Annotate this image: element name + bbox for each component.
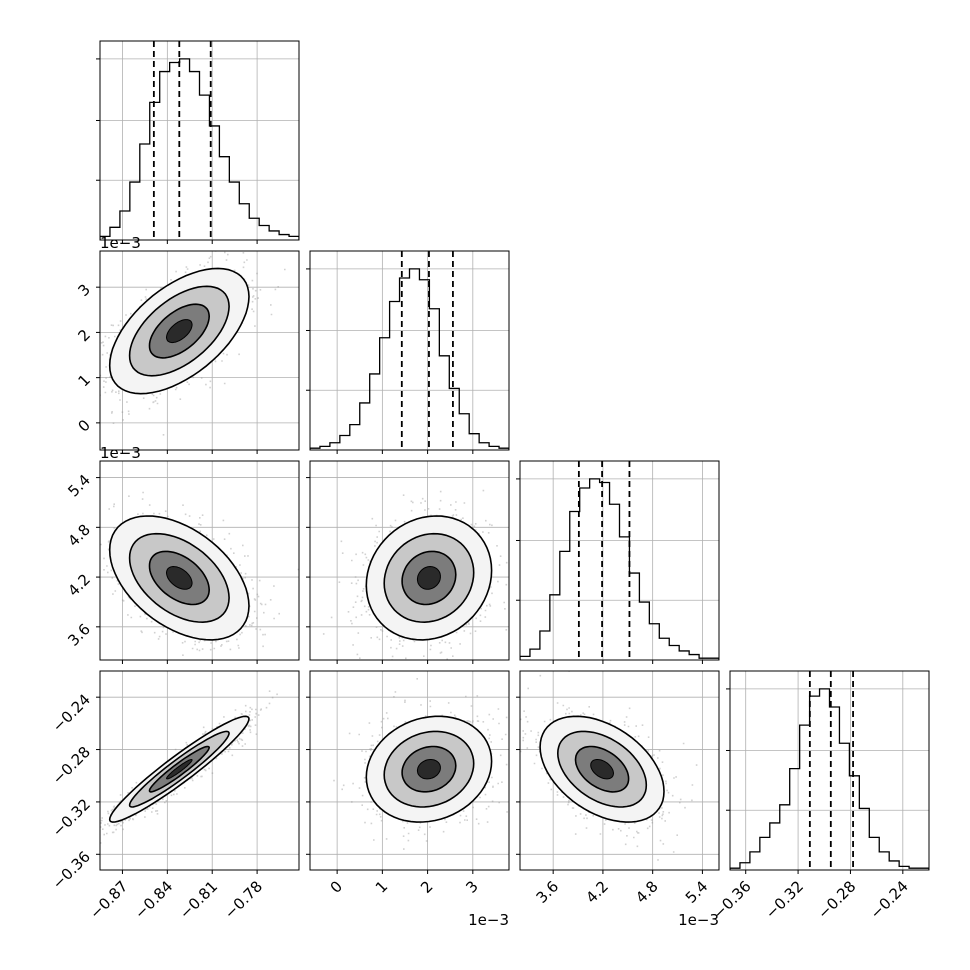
scatter-panel-3-0: −0.36 −0.32 −0.28 −0.24 −0.87 −0.84 −0.81 −0.78 bbox=[49, 670, 300, 923]
x-tick-label: −0.32 bbox=[762, 877, 807, 922]
scatter-points bbox=[100, 491, 299, 656]
x-tick-label: −0.36 bbox=[709, 877, 754, 922]
scatter-panel-2-1 bbox=[306, 460, 510, 664]
x-tick-label: −0.28 bbox=[814, 877, 859, 922]
x-offset-label: 1e−3 bbox=[468, 911, 509, 929]
contour-level bbox=[165, 759, 193, 780]
panel-frame bbox=[99, 40, 300, 241]
histogram-bars bbox=[520, 478, 719, 660]
x-tick-label: 3.6 bbox=[533, 877, 563, 907]
x-tick-label: 4.2 bbox=[582, 877, 612, 907]
scatter-panel-3-2: 3.6 4.2 4.8 5.4 1e−3 bbox=[516, 670, 720, 929]
x-tick-label: 1 bbox=[372, 877, 391, 896]
contour-level bbox=[416, 565, 441, 590]
y-tick-label: 1 bbox=[75, 371, 94, 390]
histogram-bars bbox=[310, 268, 509, 450]
x-tick-label: −0.78 bbox=[221, 877, 266, 922]
x-tick-label: 2 bbox=[417, 877, 436, 896]
contour-level bbox=[590, 759, 615, 780]
panel-frame bbox=[519, 460, 720, 661]
scatter-panel-1-0: 0 1 2 3 1e−3 bbox=[75, 234, 300, 454]
panel-frame bbox=[309, 460, 510, 661]
x-tick-label: 0 bbox=[327, 877, 346, 896]
y-tick-label: 3.6 bbox=[64, 620, 94, 650]
x-tick-label: −0.84 bbox=[131, 877, 176, 922]
histogram-panel-3: −0.36 −0.32 −0.28 −0.24 bbox=[709, 670, 930, 923]
y-offset-label: 1e−3 bbox=[100, 444, 141, 462]
y-tick-label: 3 bbox=[75, 280, 94, 299]
histogram-bars bbox=[100, 58, 299, 240]
scatter-panel-3-1: 0 1 2 3 1e−3 bbox=[306, 670, 510, 929]
y-tick-label: 4.8 bbox=[64, 521, 94, 551]
y-tick-label: −0.36 bbox=[49, 848, 94, 893]
x-offset-label: 1e−3 bbox=[678, 911, 719, 929]
panel-frame bbox=[519, 670, 720, 871]
contour-level bbox=[165, 565, 193, 590]
y-offset-label: 1e−3 bbox=[100, 234, 141, 252]
x-tick-label: −0.81 bbox=[176, 877, 221, 922]
x-tick-label: −0.87 bbox=[86, 877, 131, 922]
contour-level bbox=[416, 759, 441, 780]
y-tick-label: 5.4 bbox=[64, 471, 94, 501]
y-tick-label: −0.28 bbox=[49, 743, 94, 788]
panel-frame bbox=[99, 670, 300, 871]
histogram-panel-0 bbox=[96, 40, 300, 244]
y-tick-label: 0 bbox=[75, 416, 94, 435]
x-tick-label: 3 bbox=[462, 877, 481, 896]
y-tick-label: −0.24 bbox=[49, 690, 94, 735]
y-tick-label: −0.32 bbox=[49, 795, 94, 840]
scatter-panel-2-0: 3.6 4.2 4.8 5.4 1e−3 bbox=[64, 444, 300, 664]
panel-frame bbox=[729, 670, 930, 871]
panel-frame bbox=[309, 250, 510, 451]
y-tick-label: 2 bbox=[75, 326, 94, 345]
panel-frame bbox=[309, 670, 510, 871]
contour-level bbox=[165, 319, 193, 344]
histogram-panel-1 bbox=[306, 250, 510, 454]
x-tick-label: 5.4 bbox=[682, 877, 712, 907]
x-tick-label: −0.24 bbox=[867, 877, 912, 922]
x-tick-label: 4.8 bbox=[632, 877, 662, 907]
y-tick-label: 4.2 bbox=[64, 570, 94, 600]
panel-frame bbox=[99, 460, 300, 661]
panel-frame bbox=[99, 250, 300, 451]
histogram-bars bbox=[730, 688, 929, 870]
histogram-panel-2 bbox=[516, 460, 720, 664]
